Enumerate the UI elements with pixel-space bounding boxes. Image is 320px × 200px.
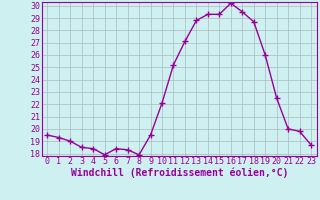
X-axis label: Windchill (Refroidissement éolien,°C): Windchill (Refroidissement éolien,°C) (70, 168, 288, 178)
